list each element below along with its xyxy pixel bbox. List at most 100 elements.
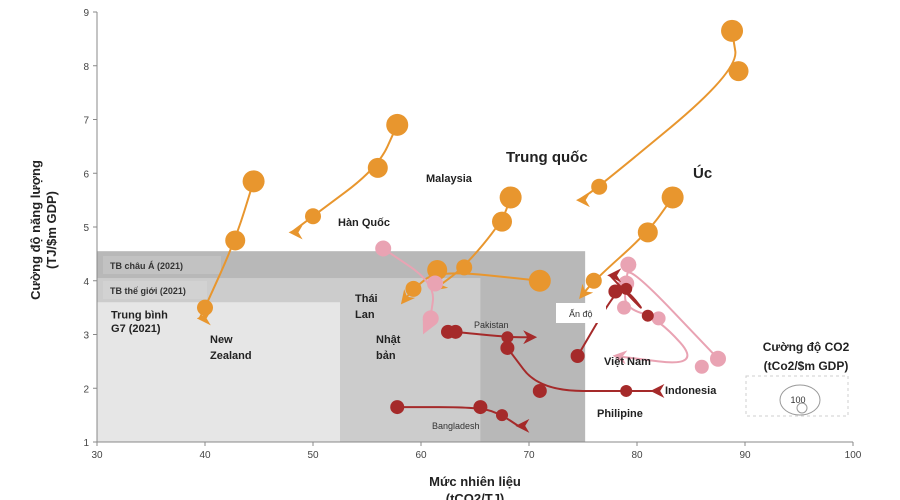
annotation-0: Trung bình bbox=[111, 309, 168, 321]
region-label-box-1 bbox=[103, 281, 207, 299]
data-point bbox=[501, 331, 514, 344]
data-point bbox=[473, 400, 488, 415]
data-point bbox=[620, 256, 637, 273]
data-point bbox=[710, 350, 726, 367]
data-point bbox=[651, 311, 666, 326]
data-point bbox=[367, 157, 388, 178]
y-axis-title: Cường độ năng lượng (TJ/$m GDP) bbox=[28, 160, 59, 300]
data-point bbox=[496, 409, 508, 422]
data-point bbox=[197, 299, 213, 316]
data-point bbox=[585, 272, 602, 289]
data-point bbox=[641, 309, 654, 322]
series-trend-line bbox=[397, 406, 521, 428]
series-label-12: Bangladesh bbox=[432, 421, 480, 431]
data-point bbox=[637, 222, 658, 243]
data-point bbox=[390, 400, 405, 415]
legend-box bbox=[745, 375, 849, 417]
data-point bbox=[242, 170, 265, 193]
y-tick-label: 6 bbox=[83, 169, 89, 180]
data-point bbox=[608, 284, 623, 299]
data-point bbox=[427, 260, 448, 280]
series-11 bbox=[500, 340, 656, 398]
y-tick-label: 2 bbox=[83, 384, 89, 395]
data-point bbox=[448, 324, 463, 339]
data-point bbox=[694, 359, 709, 374]
y-axis-title-line2: (TJ/$m GDP) bbox=[44, 191, 59, 269]
data-point bbox=[617, 300, 632, 315]
y-tick-label: 9 bbox=[83, 8, 89, 19]
series-trend-line bbox=[198, 181, 255, 321]
data-point bbox=[591, 178, 608, 195]
series-label-3: Lan bbox=[355, 309, 375, 321]
data-point bbox=[528, 269, 551, 292]
series-3 bbox=[401, 260, 551, 305]
data-point bbox=[422, 310, 439, 327]
series-5 bbox=[578, 186, 684, 299]
data-point bbox=[225, 230, 246, 251]
series-12 bbox=[390, 400, 521, 428]
series-label-4: Trung quốc bbox=[506, 149, 588, 166]
x-tick-label: 40 bbox=[199, 450, 211, 461]
x-axis-title: Mức nhiên liệu bbox=[429, 474, 521, 489]
data-point bbox=[456, 259, 473, 276]
region-label-1: TB thế giới (2021) bbox=[110, 286, 186, 296]
y-tick-label: 5 bbox=[83, 223, 89, 234]
series-label-8: Ấn độ bbox=[569, 309, 593, 319]
y-tick-label: 8 bbox=[83, 62, 89, 73]
data-point bbox=[386, 113, 409, 136]
series-label-7: Indonesia bbox=[665, 385, 717, 397]
x-tick-label: 50 bbox=[307, 450, 319, 461]
data-point bbox=[532, 383, 547, 398]
region-label-box-0 bbox=[103, 256, 221, 274]
series-1 bbox=[197, 170, 265, 321]
series-0 bbox=[288, 113, 409, 234]
y-tick-label: 4 bbox=[83, 277, 89, 288]
x-tick-label: 100 bbox=[845, 450, 862, 461]
data-point bbox=[570, 349, 585, 363]
series-4 bbox=[576, 19, 749, 202]
series-label-11: Philipine bbox=[597, 408, 643, 420]
y-tick-label: 7 bbox=[83, 116, 89, 127]
data-point bbox=[661, 186, 684, 209]
label-box bbox=[556, 303, 606, 323]
series-label-2: Malaysia bbox=[426, 173, 473, 185]
y-axis-title-line1: Cường độ năng lượng bbox=[28, 160, 43, 300]
series-9 bbox=[441, 324, 538, 345]
series-label-1: Zealand bbox=[210, 350, 252, 362]
axes: 30 40 50 60 70 80 90 100 1 2 3 4 5 6 7 8 9 Mức nhiên liệu… bbox=[28, 8, 862, 500]
y-tick-label: 1 bbox=[83, 438, 89, 449]
data-point bbox=[499, 186, 522, 209]
series-6 bbox=[375, 240, 444, 335]
data-point bbox=[492, 211, 512, 232]
data-point bbox=[620, 282, 633, 295]
data-point bbox=[375, 240, 392, 257]
series-label-1: New bbox=[210, 334, 233, 346]
series-trend-line bbox=[288, 124, 399, 234]
data-point bbox=[721, 19, 744, 42]
legend-title: Cường độ CO2 bbox=[763, 340, 850, 354]
series-10 bbox=[570, 273, 654, 363]
series-label-0: Hàn Quốc bbox=[338, 217, 390, 229]
x-axis-title-unit: (tCO2/TJ) bbox=[446, 491, 505, 500]
series-label-5: Úc bbox=[693, 164, 712, 182]
region-label-0: TB châu Á (2021) bbox=[110, 261, 183, 271]
series-trend-line bbox=[506, 347, 656, 398]
data-series bbox=[197, 19, 749, 428]
x-tick-label: 80 bbox=[631, 450, 643, 461]
legend-bubble-large bbox=[779, 384, 821, 416]
region-2 bbox=[97, 302, 340, 442]
series-2 bbox=[432, 186, 522, 291]
x-tick-label: 70 bbox=[523, 450, 535, 461]
data-point bbox=[427, 275, 444, 292]
annotation-1: G7 (2021) bbox=[111, 323, 161, 335]
x-tick-label: 90 bbox=[739, 450, 751, 461]
series-label-6: bản bbox=[376, 350, 396, 362]
legend-subtitle: (tCo2/$m GDP) bbox=[764, 359, 849, 373]
labels: Hàn Quốc New Zealand Malaysia Thái Lan Trung q… bbox=[111, 149, 717, 431]
y-tick-label: 3 bbox=[83, 331, 89, 342]
legend-bubble-label: 100 bbox=[790, 395, 805, 405]
data-point bbox=[305, 208, 321, 225]
series-label-9: Pakistan bbox=[474, 320, 509, 330]
series-label-10: Việt Nam bbox=[604, 356, 651, 368]
data-point bbox=[728, 61, 749, 82]
